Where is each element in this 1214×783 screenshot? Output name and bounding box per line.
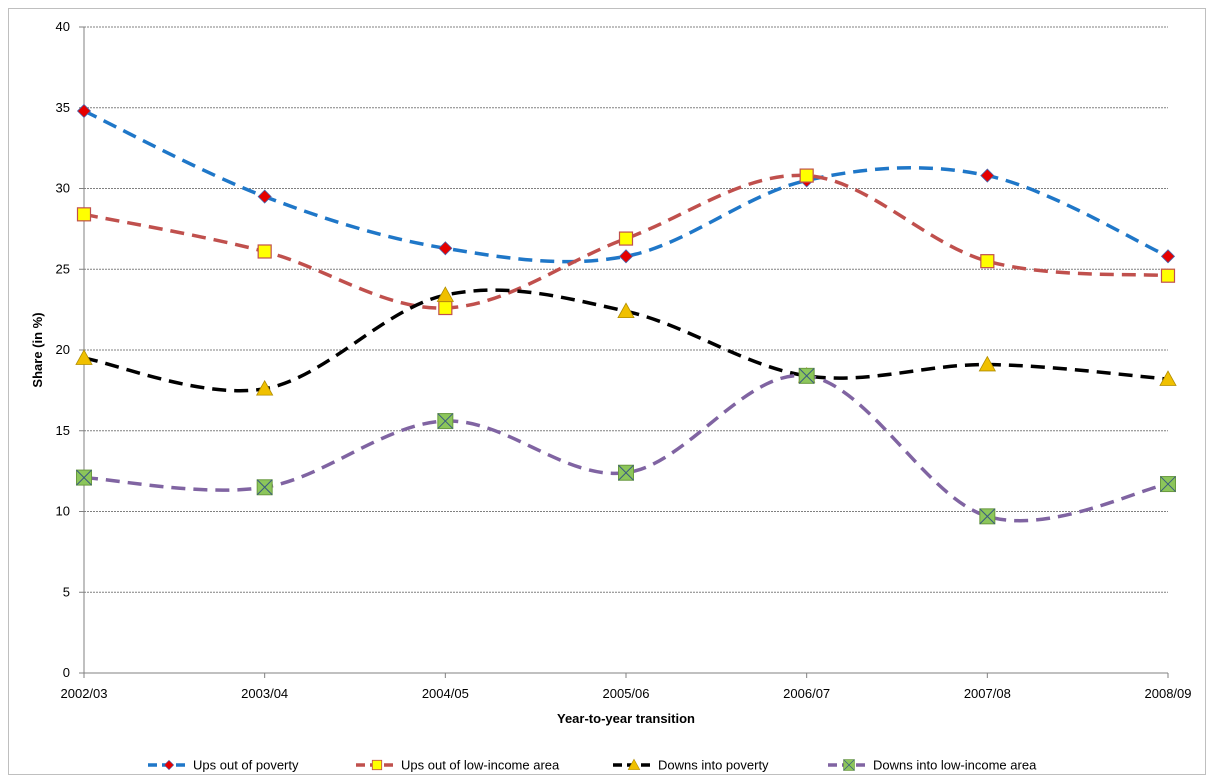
legend-item: Ups out of low-income area [356, 758, 560, 773]
data-point [436, 286, 455, 302]
data-point [257, 244, 272, 259]
x-tick-label: 2008/09 [1145, 686, 1192, 701]
data-point [1160, 249, 1176, 264]
data-point [438, 300, 453, 316]
data-point [437, 413, 454, 430]
legend-marker [843, 759, 855, 771]
legend-label: Ups out of low-income area [401, 758, 560, 773]
legend-marker [627, 758, 641, 770]
legend-label: Ups out of poverty [193, 758, 299, 773]
y-tick-label: 5 [63, 584, 70, 599]
x-tick-label: 2005/06 [603, 686, 650, 701]
x-tick-label: 2007/08 [964, 686, 1011, 701]
data-point [257, 189, 272, 204]
data-point [617, 302, 635, 319]
data-point [256, 479, 273, 496]
data-point [978, 355, 997, 372]
data-point [76, 469, 92, 486]
data-point [76, 103, 92, 119]
data-point [255, 379, 274, 396]
legend-label: Downs into poverty [658, 758, 769, 773]
x-tick-label: 2004/05 [422, 686, 469, 701]
x-tick-label: 2002/03 [61, 686, 108, 701]
legend-item: Downs into poverty [613, 758, 769, 773]
series [75, 103, 1177, 525]
y-tick-label: 35 [56, 100, 70, 115]
data-point [980, 168, 995, 183]
legend-marker [371, 759, 383, 771]
y-tick-label: 0 [63, 665, 70, 680]
data-point [799, 168, 814, 183]
data-point [798, 367, 815, 384]
data-point [75, 349, 93, 365]
data-point [76, 207, 92, 222]
legend-item: Ups out of poverty [148, 758, 299, 773]
data-point [438, 241, 453, 256]
data-point [618, 231, 634, 246]
data-point [618, 464, 634, 481]
series-line [83, 373, 1169, 523]
y-tick-label: 30 [56, 181, 70, 196]
legend: Ups out of poverty Ups out of low-income … [148, 758, 1037, 773]
y-tick-label: 25 [56, 261, 70, 276]
chart-frame [8, 8, 1206, 775]
data-point [980, 254, 995, 269]
y-tick-label: 10 [56, 504, 70, 519]
data-point [979, 508, 996, 525]
y-tick-labels: 0 5 10 15 20 25 30 35 40 [56, 19, 84, 680]
y-tick-label: 15 [56, 423, 70, 438]
x-tick-label: 2006/07 [783, 686, 830, 701]
legend-marker [163, 759, 175, 771]
legend-item: Downs into low-income area [828, 758, 1037, 773]
x-tick-label: 2003/04 [241, 686, 288, 701]
data-point [1160, 268, 1176, 283]
y-tick-label: 20 [56, 342, 70, 357]
x-tick-labels: 2002/03 2003/04 2004/05 2005/06 2006/07 2007/… [61, 673, 1192, 701]
y-axis-title: Share (in %) [30, 312, 45, 387]
data-point [1160, 476, 1176, 493]
data-point [618, 249, 634, 264]
y-tick-label: 40 [56, 19, 70, 34]
data-point [1159, 370, 1177, 386]
legend-label: Downs into low-income area [873, 758, 1037, 773]
x-axis-title: Year-to-year transition [557, 711, 695, 726]
